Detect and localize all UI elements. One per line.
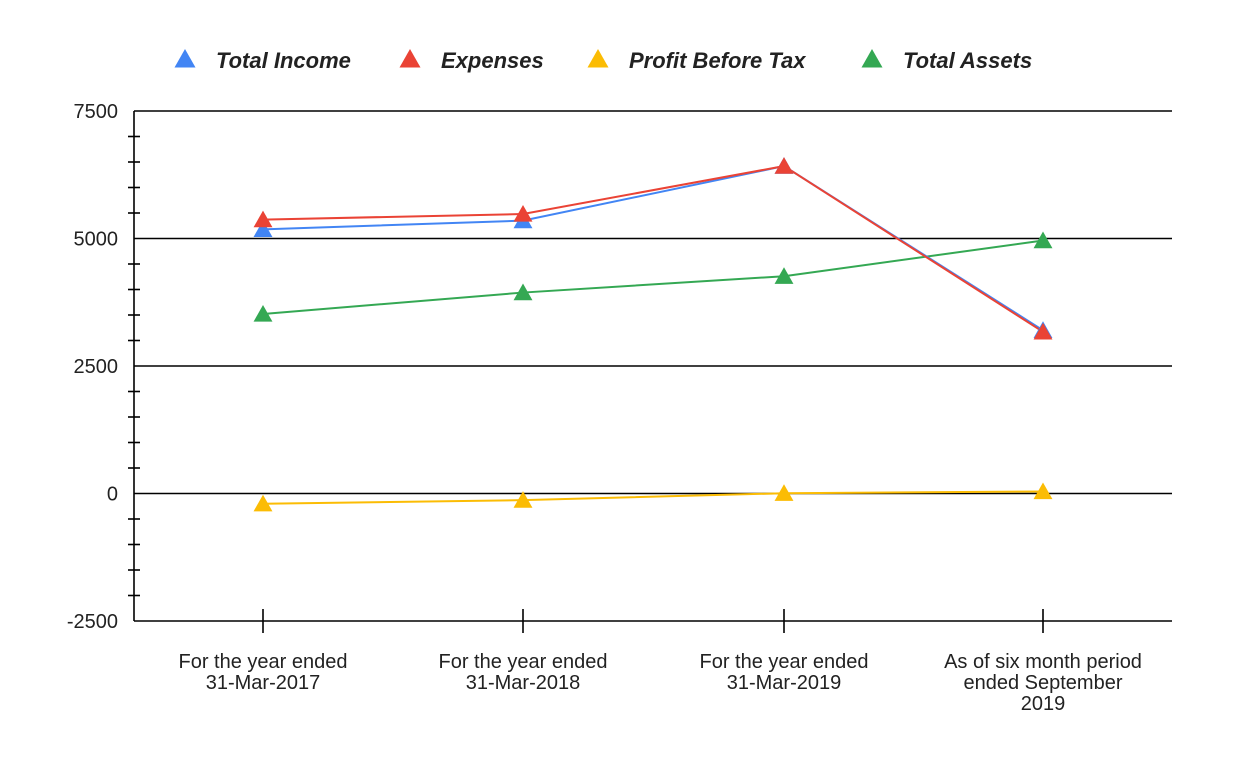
legend-label: Total Assets: [903, 48, 1032, 73]
data-point-expenses: [774, 157, 794, 174]
legend-marker-icon: [174, 49, 196, 68]
data-point-total-assets: [513, 283, 533, 301]
data-point-expenses: [1033, 322, 1053, 340]
x-category-label: For the year ended: [179, 651, 348, 673]
data-point-total-assets: [1033, 231, 1053, 249]
data-point-expenses: [253, 210, 273, 228]
x-category-label: 31-Mar-2017: [206, 672, 321, 694]
data-point-total-assets: [774, 267, 794, 284]
legend-marker-icon: [399, 49, 421, 68]
legend-marker-icon: [587, 49, 609, 68]
x-category-label: 31-Mar-2018: [466, 672, 581, 694]
axes: [128, 111, 1172, 633]
y-tick-label: 5000: [74, 229, 119, 251]
x-category-label: ended September: [963, 672, 1122, 694]
legend-label: Expenses: [441, 48, 544, 73]
data-point-profit-before-tax: [253, 494, 273, 512]
x-category-label: As of six month period: [944, 651, 1142, 673]
legend-label: Profit Before Tax: [629, 48, 806, 73]
data-point-profit-before-tax: [774, 484, 794, 501]
x-category-label: 31-Mar-2019: [727, 672, 842, 694]
legend-marker-icon: [861, 49, 883, 68]
y-tick-label: 0: [107, 484, 118, 506]
data-point-expenses: [513, 205, 533, 222]
data-point-total-income: [253, 220, 273, 237]
x-category-label: 2019: [1021, 693, 1066, 715]
legend-label: Total Income: [216, 48, 351, 73]
x-category-label: For the year ended: [700, 651, 869, 673]
x-category-label: For the year ended: [439, 651, 608, 673]
series: [253, 157, 1053, 512]
data-point-profit-before-tax: [513, 491, 533, 508]
series-line-profit-before-tax: [262, 490, 1044, 505]
y-tick-label: 2500: [74, 356, 119, 378]
data-point-total-assets: [253, 304, 273, 322]
gridlines: [134, 110, 1172, 495]
series-line-expenses: [262, 165, 1044, 333]
y-tick-label: 7500: [74, 101, 119, 123]
data-point-profit-before-tax: [1033, 482, 1053, 500]
legend: Total Income Expenses Profit Before Tax Tot…: [174, 48, 1032, 73]
y-tick-label: -2500: [67, 611, 118, 633]
series-line-total-assets: [262, 239, 1044, 315]
